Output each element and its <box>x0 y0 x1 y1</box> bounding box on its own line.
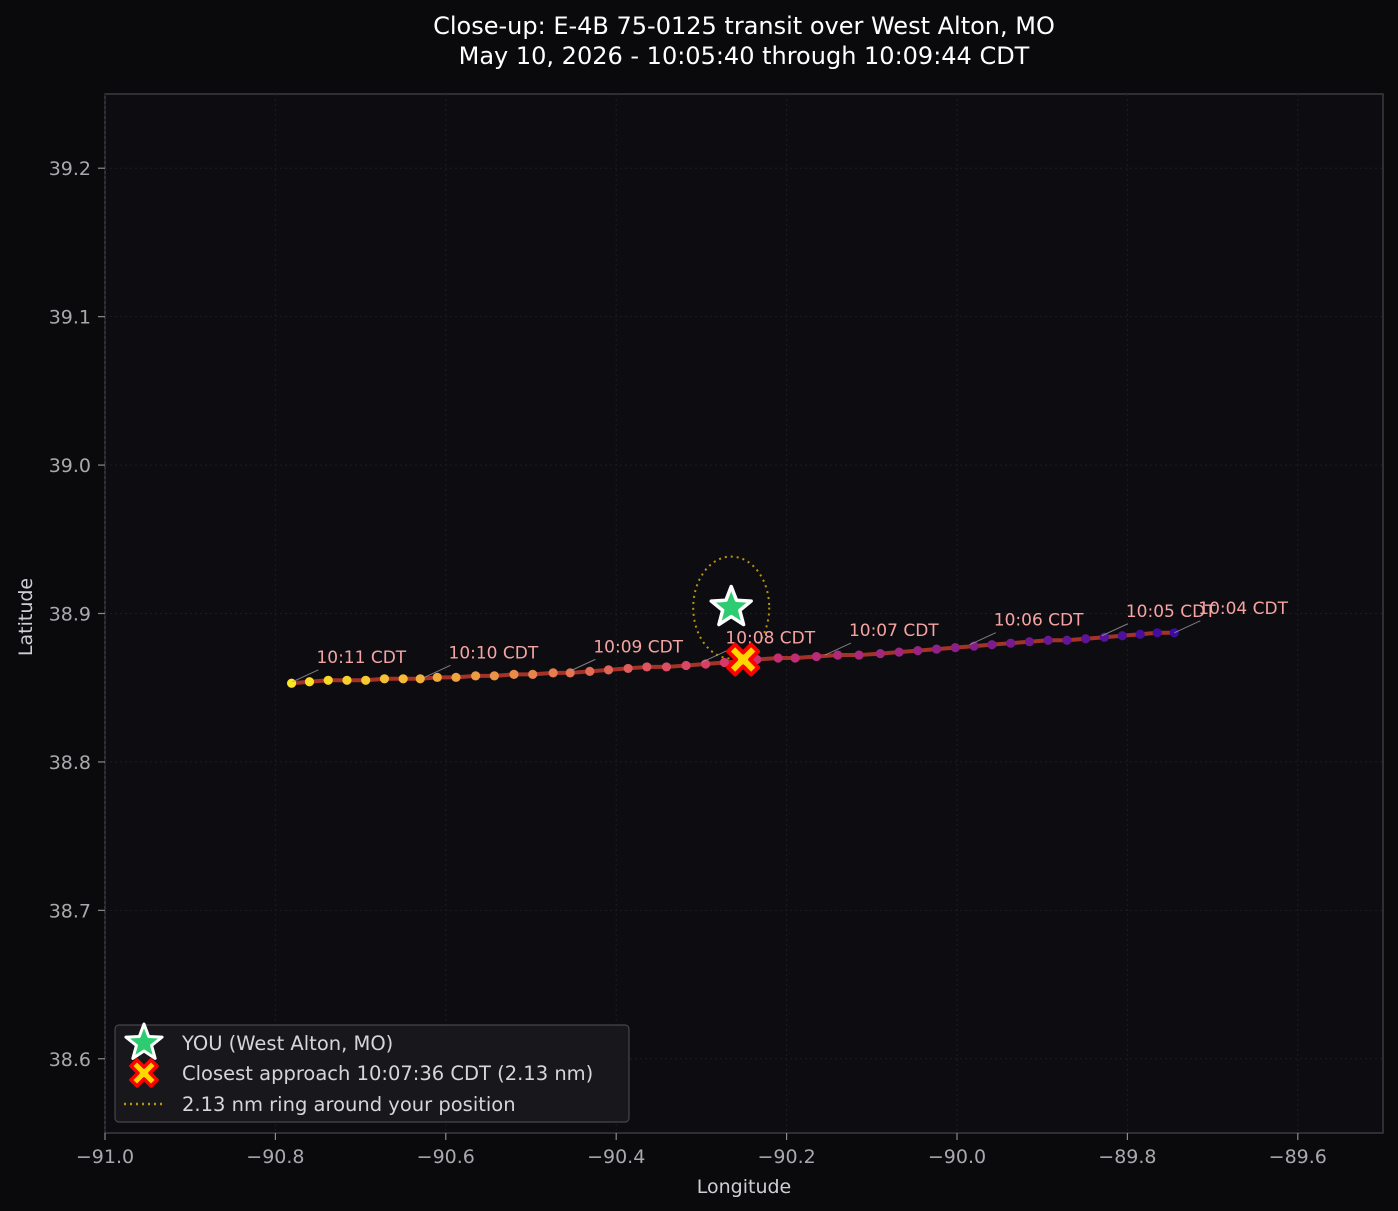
track-point <box>304 677 315 687</box>
track-point <box>1024 637 1035 647</box>
track-point <box>931 644 942 654</box>
track-point <box>565 668 575 678</box>
time-label-leader <box>424 664 451 678</box>
chart-title-line2: May 10, 2026 - 10:05:40 through 10:09:44… <box>459 42 1030 70</box>
time-label: 10:10 CDT <box>449 643 539 663</box>
track-point <box>833 650 843 660</box>
track-point <box>509 669 519 679</box>
legend-you-text: YOU (West Alton, MO) <box>181 1032 393 1055</box>
legend-x-icon <box>129 1058 159 1088</box>
track-point <box>415 674 425 684</box>
track-point <box>854 650 864 660</box>
track-point <box>379 674 390 684</box>
track-point <box>894 647 904 657</box>
track-point <box>719 657 730 668</box>
time-label-leader <box>292 669 319 683</box>
track-point <box>1081 634 1091 644</box>
legend-ring-text: 2.13 nm ring around your position <box>182 1093 516 1116</box>
time-label: 10:09 CDT <box>593 637 683 657</box>
x-axis-label: Longitude <box>697 1176 792 1198</box>
track-point <box>950 643 960 653</box>
track-point <box>471 671 481 681</box>
time-label: 10:04 CDT <box>1198 599 1288 619</box>
time-label: 10:11 CDT <box>316 648 406 668</box>
legend: YOU (West Alton, MO) Closest approach 10… <box>114 1022 630 1123</box>
track-point <box>286 678 297 688</box>
legend-box <box>114 1024 630 1123</box>
track-point <box>432 672 442 682</box>
track-point <box>548 668 558 678</box>
x-axis-ticks: −91.0 −90.8 −90.6 −90.4 −90.2 −90.0 −89.8 −89.6 <box>76 1133 1327 1168</box>
track-point <box>913 646 923 656</box>
track-point <box>1062 635 1072 645</box>
proximity-ring <box>692 555 771 660</box>
time-label: 10:08 CDT <box>725 628 815 648</box>
time-label-leader <box>701 650 728 663</box>
x-tick-label: −90.0 <box>928 1146 986 1168</box>
track-point <box>987 640 997 650</box>
y-tick-label: 39.1 <box>49 307 91 329</box>
legend-closest-text: Closest approach 10:07:36 CDT (2.13 nm) <box>182 1062 593 1085</box>
track-point <box>773 653 783 663</box>
chart-title-line1: Close-up: E-4B 75-0125 transit over West… <box>433 12 1055 40</box>
x-tick-label: −89.8 <box>1098 1146 1156 1168</box>
track-point <box>451 672 461 682</box>
time-label-leader <box>824 642 852 656</box>
y-axis-label: Latitude <box>15 578 37 656</box>
y-axis-ticks: 38.6 38.7 38.8 38.9 39.0 39.1 39.2 <box>49 158 105 1071</box>
track-point <box>1099 632 1109 642</box>
x-tick-label: −90.8 <box>246 1146 304 1168</box>
track-point <box>1152 628 1162 638</box>
track-point <box>1117 631 1127 641</box>
legend-star-icon <box>124 1022 164 1060</box>
closest-approach-marker <box>726 642 761 677</box>
track-point <box>1043 635 1053 645</box>
y-tick-label: 38.9 <box>49 604 91 626</box>
you-star-marker <box>709 584 753 627</box>
y-tick-label: 39.0 <box>49 455 91 477</box>
x-tick-label: −90.6 <box>417 1146 475 1168</box>
track-point <box>361 675 371 685</box>
time-label-leader <box>1101 623 1129 637</box>
time-label-leader <box>569 658 596 672</box>
time-label-leader <box>969 632 996 646</box>
track-point <box>875 648 885 659</box>
time-label: 10:05 CDT <box>1126 602 1216 622</box>
time-label: 10:06 CDT <box>994 611 1084 631</box>
track-point <box>1169 628 1179 638</box>
y-tick-label: 38.8 <box>49 752 91 774</box>
track-point <box>342 675 352 685</box>
track-point <box>1135 629 1145 639</box>
track-point <box>603 665 614 675</box>
track-point <box>681 660 691 671</box>
track-point <box>811 651 822 662</box>
track-point <box>398 674 408 684</box>
time-label-leader <box>1174 620 1201 634</box>
grid <box>104 94 1383 1133</box>
track-point <box>790 653 800 663</box>
y-tick-label: 39.2 <box>49 158 91 180</box>
x-tick-label: −89.6 <box>1269 1146 1327 1168</box>
track-point <box>323 675 333 685</box>
track-point <box>661 662 672 672</box>
track-point <box>528 669 538 679</box>
track-point <box>642 662 652 672</box>
track-points <box>286 628 1179 688</box>
track-point <box>1006 638 1016 648</box>
track-point <box>623 663 633 674</box>
x-tick-label: −90.2 <box>757 1146 815 1168</box>
x-tick-label: −91.0 <box>76 1146 134 1168</box>
y-tick-label: 38.6 <box>49 1049 91 1071</box>
track-point <box>489 671 499 681</box>
time-label: 10:07 CDT <box>849 621 939 641</box>
x-tick-label: −90.4 <box>587 1146 645 1168</box>
y-tick-label: 38.7 <box>49 900 91 922</box>
track-point <box>585 666 595 676</box>
